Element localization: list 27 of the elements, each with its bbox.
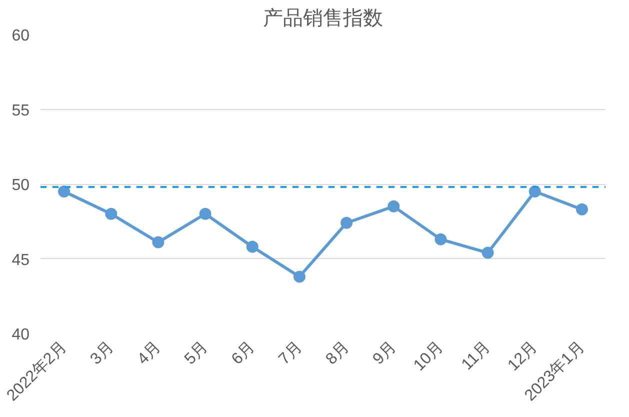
x-tick-label: 5月 <box>182 338 212 368</box>
x-tick-label: 8月 <box>322 338 353 368</box>
y-tick-label: 60 <box>12 28 30 44</box>
point <box>105 208 118 220</box>
y-tick-label: 45 <box>12 252 30 269</box>
point <box>293 270 306 283</box>
x-tick-label: 3月 <box>88 338 118 368</box>
point <box>199 208 212 220</box>
y-tick-label: 50 <box>12 177 30 194</box>
x-tick-label: 4月 <box>134 338 164 368</box>
point <box>434 233 447 246</box>
point <box>152 236 164 248</box>
x-tick-label: 7月 <box>276 338 306 368</box>
y-tick-label: 55 <box>12 102 30 120</box>
point <box>58 185 70 198</box>
x-tick-label: 9月 <box>370 338 400 368</box>
point <box>388 200 400 212</box>
x-tick-label: 10月 <box>410 338 447 374</box>
x-tick-label: 6月 <box>228 338 258 368</box>
point <box>576 203 588 216</box>
chart-title: 产品销售指数 <box>263 8 383 30</box>
x-tick-label: 11月 <box>458 338 494 374</box>
point <box>482 246 494 259</box>
point <box>246 240 258 253</box>
x-tick-label: 12月 <box>504 338 541 374</box>
y-tick-label: 40 <box>12 326 30 344</box>
point <box>340 216 353 229</box>
